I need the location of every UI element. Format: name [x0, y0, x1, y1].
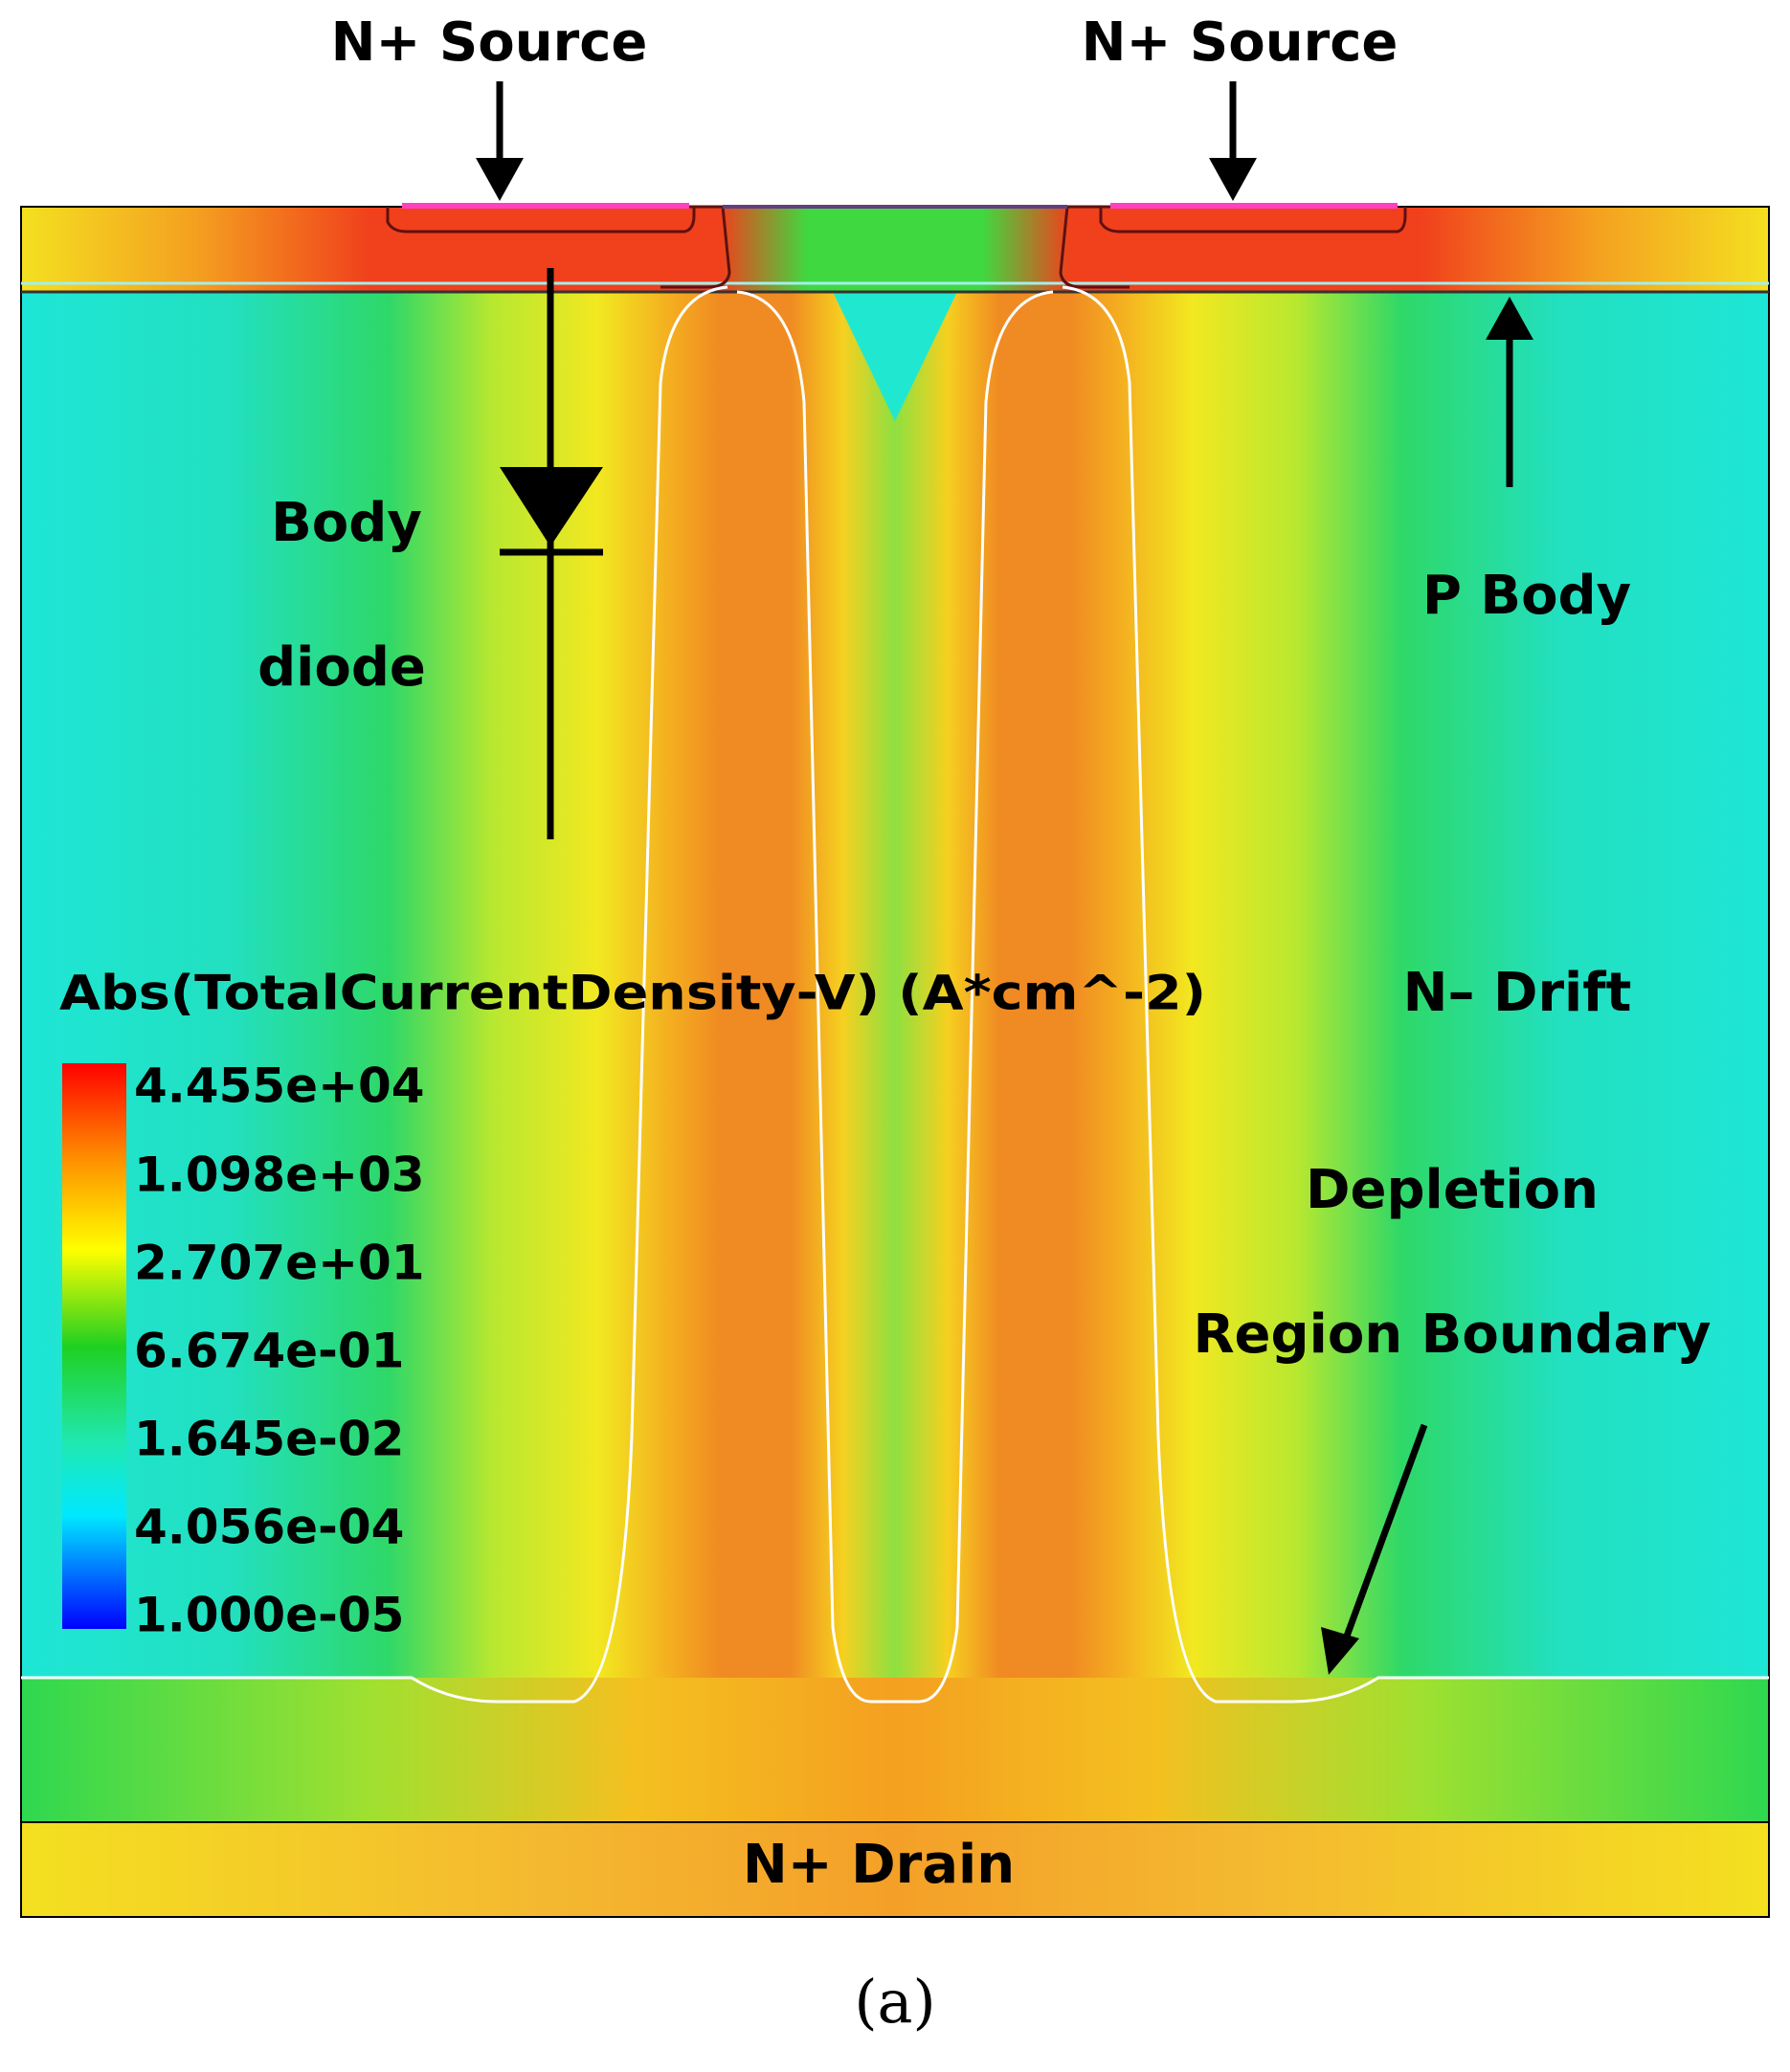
label: Body [271, 492, 422, 554]
label: N– Drift [1403, 962, 1632, 1024]
arrow-head [1486, 297, 1533, 340]
depletion-boundary [21, 285, 1769, 1704]
legend-tick: 4.056e-04 [134, 1500, 404, 1555]
legend-tick: 6.674e-01 [134, 1324, 404, 1379]
arrow-head [1321, 1627, 1359, 1675]
arrow-head [476, 158, 524, 201]
label: Region Boundary [1193, 1303, 1711, 1366]
legend-tick: 1.098e+03 [134, 1147, 425, 1203]
device [20, 203, 1770, 1918]
contact [402, 203, 689, 209]
label: diode [257, 636, 426, 699]
legend-tick: 4.455e+04 [134, 1058, 425, 1114]
gate-edge [1059, 205, 1139, 289]
drift-region [21, 207, 1769, 1917]
contact [1110, 203, 1398, 209]
arrow-head [1209, 158, 1257, 201]
color-bar [62, 1063, 126, 1629]
label: P Body [1422, 565, 1631, 627]
label: Depletion [1306, 1159, 1599, 1221]
label: N+ Source [1082, 11, 1398, 74]
depletion-boundary [736, 290, 1054, 1704]
label: N+ Drain [743, 1834, 1015, 1896]
legend-tick: 2.707e+01 [134, 1236, 425, 1291]
legend-tick: 1.645e-02 [134, 1412, 404, 1467]
gate-edge [651, 205, 731, 289]
caption: (a) [854, 1967, 935, 2037]
legend-tick: 1.000e-05 [134, 1588, 404, 1643]
legend-title: Abs(TotalCurrentDensity-V) (A*cm^-2) [59, 966, 1206, 1021]
buffer-band [21, 1678, 1769, 1822]
center-valley [833, 292, 957, 421]
source-left [386, 207, 696, 234]
arrow [1341, 1423, 1428, 1643]
top-layer [21, 207, 1769, 292]
arrows [476, 81, 1533, 1675]
source-right [1099, 207, 1407, 234]
diode-triangle [500, 467, 603, 546]
label: N+ Source [331, 11, 648, 74]
